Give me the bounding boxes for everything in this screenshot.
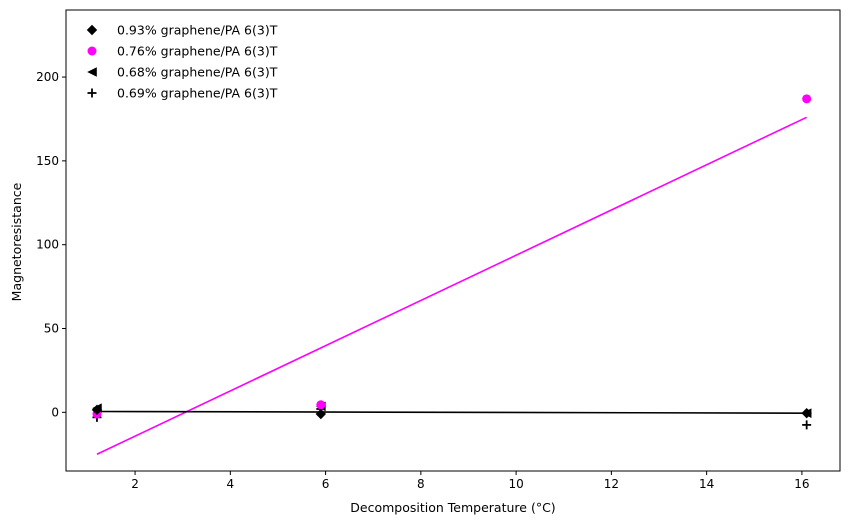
y-axis-title: Magnetoresistance bbox=[9, 182, 24, 301]
legend-label-4: 0.69% graphene/PA 6(3)T bbox=[117, 86, 278, 101]
series-1-point-3 bbox=[801, 407, 812, 419]
legend-marker-2 bbox=[87, 46, 97, 56]
series-1-point-2 bbox=[315, 408, 327, 420]
plot-area bbox=[91, 94, 812, 455]
series-1-point-1 bbox=[91, 404, 103, 416]
x-tick-label-14: 14 bbox=[699, 477, 714, 491]
x-tick-label-2: 2 bbox=[131, 477, 139, 491]
legend-label-2: 0.76% graphene/PA 6(3)T bbox=[117, 44, 278, 59]
y-tick-label-100: 100 bbox=[36, 238, 59, 252]
fit-line-1 bbox=[96, 116, 808, 455]
axes: 2 4 6 8 10 12 14 16 0 50 100 150 200 bbox=[36, 9, 841, 491]
fit-line-2 bbox=[96, 410, 807, 414]
x-tick-label-8: 8 bbox=[417, 477, 425, 491]
axes-frame bbox=[65, 9, 841, 472]
legend-label-1: 0.93% graphene/PA 6(3)T bbox=[117, 23, 278, 38]
x-tick-label-6: 6 bbox=[322, 477, 330, 491]
y-tick-label-200: 200 bbox=[36, 70, 59, 84]
x-tick-label-10: 10 bbox=[508, 477, 523, 491]
y-tick-label-0: 0 bbox=[51, 405, 59, 419]
legend: 0.93% graphene/PA 6(3)T 0.76% graphene/PA… bbox=[86, 23, 278, 101]
series-2-point-2 bbox=[316, 400, 326, 410]
legend-label-3: 0.68% graphene/PA 6(3)T bbox=[117, 65, 278, 80]
x-axis-title: Decomposition Temperature (°C) bbox=[350, 500, 555, 515]
x-tick-label-16: 16 bbox=[794, 477, 809, 491]
series-2-point-3 bbox=[802, 94, 812, 104]
x-tick-label-4: 4 bbox=[227, 477, 235, 491]
legend-marker-4 bbox=[87, 88, 97, 98]
y-tick-label-150: 150 bbox=[36, 154, 59, 168]
x-tick-label-12: 12 bbox=[604, 477, 619, 491]
legend-marker-1 bbox=[86, 24, 98, 36]
series-4-point-3 bbox=[802, 420, 812, 430]
legend-marker-3 bbox=[87, 67, 97, 77]
y-tick-label-50: 50 bbox=[44, 322, 59, 336]
